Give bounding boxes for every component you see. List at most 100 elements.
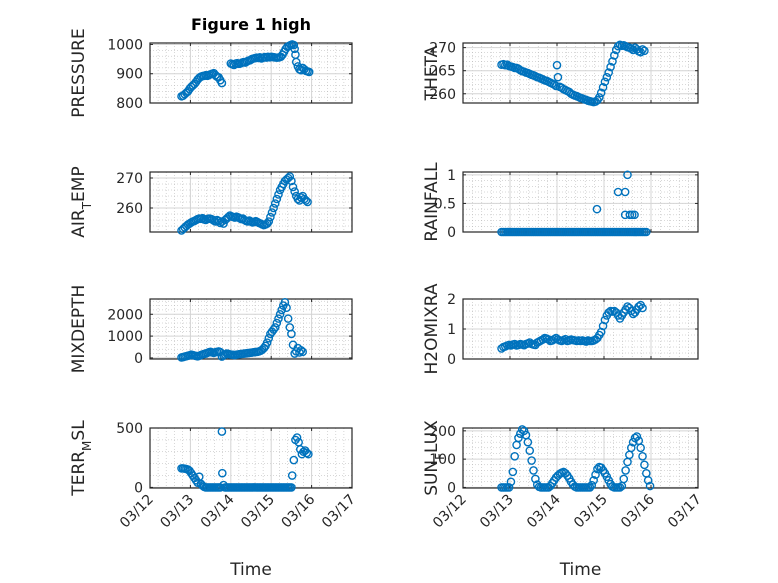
data-point [217, 78, 227, 88]
data-point [523, 437, 533, 447]
data-point [280, 297, 290, 307]
data-point [596, 88, 606, 98]
y-axis-label-main: RAINFALL [422, 162, 442, 242]
panel-air_temp: 260 270 AIRTEMP [69, 166, 353, 238]
x-axis-label: Time [559, 560, 602, 580]
y-tick-label: 1 [447, 168, 456, 184]
data-point [217, 427, 227, 436]
data-point [529, 466, 538, 475]
y-tick-label: 500 [116, 421, 143, 437]
data-point [602, 72, 612, 82]
y-axis-label-subscript: F [433, 453, 447, 460]
data-point [514, 433, 523, 443]
data-point [552, 60, 562, 70]
panel-h2omixra: 0 1 2 H2OMIXRA [422, 283, 699, 375]
data-point [645, 481, 655, 491]
y-axis-label: AIRTEMP [69, 166, 94, 237]
data-point [587, 480, 597, 490]
data-point [626, 44, 636, 53]
data-point [269, 325, 278, 334]
data-point [289, 455, 299, 465]
data-point [220, 350, 230, 359]
data-point [610, 51, 619, 60]
y-axis-label-tail: LUX [422, 420, 442, 453]
data-point [295, 348, 304, 357]
data-point [591, 470, 600, 479]
data-point [630, 210, 639, 220]
y-axis-label: TERRMSL [69, 420, 94, 497]
data-point [519, 426, 529, 436]
y-axis-label: RAINFALL [422, 162, 442, 242]
y-axis-label-main: AIR [69, 209, 89, 238]
data-point [598, 83, 608, 92]
axes-box [149, 42, 353, 104]
data-point [290, 44, 299, 54]
data-point [262, 338, 272, 347]
y-tick-label: 260 [116, 201, 143, 217]
data-point [304, 449, 313, 459]
panel-mixdepth: 0 1000 2000 MIXDEPTH [69, 285, 353, 374]
data-point [262, 219, 272, 228]
data-point [264, 217, 274, 226]
data-point [272, 194, 282, 204]
data-point [643, 476, 653, 485]
data-point [636, 443, 645, 453]
data-point [632, 432, 642, 441]
data-point [298, 347, 308, 357]
data-point [553, 72, 563, 82]
y-axis-label: SUNFLUX [422, 420, 447, 496]
y-tick-label: 100 [429, 452, 456, 468]
y-axis-label-subscript: M [80, 441, 94, 451]
y-tick-label: 265 [429, 64, 456, 80]
data-point [288, 182, 298, 192]
data-point [592, 204, 602, 214]
data-point [510, 452, 520, 461]
y-axis-label-tail: SL [69, 420, 89, 441]
axes-box [462, 42, 699, 104]
data-point [600, 315, 610, 325]
data-point [287, 329, 296, 339]
data-point [224, 212, 233, 222]
data-point [218, 468, 227, 478]
data-point [287, 483, 296, 492]
y-tick-label: 1 [447, 322, 456, 338]
y-tick-label: 900 [116, 67, 143, 83]
y-tick-label: 270 [116, 171, 143, 187]
y-tick-label: 260 [429, 87, 456, 103]
data-point [304, 67, 314, 77]
panel-rainfall: 0 0.5 1 RAINFALL [422, 162, 699, 242]
data-point [508, 467, 518, 477]
data-point [274, 314, 283, 323]
data-point [527, 456, 536, 465]
y-axis-label: MIXDEPTH [69, 285, 89, 374]
y-axis-label: H2OMIXRA [422, 283, 442, 374]
data-point [270, 199, 280, 208]
axes-box [149, 171, 353, 233]
y-axis-label-main: MIXDEPTH [69, 285, 89, 374]
data-point [303, 197, 312, 207]
data-point [596, 327, 606, 337]
data-point [640, 460, 649, 470]
y-axis-label-main: PRESSURE [69, 28, 89, 117]
data-point [255, 53, 265, 62]
y-axis-label: PRESSURE [69, 28, 89, 117]
y-axis-label-main: THETA [422, 45, 442, 101]
data-point [525, 446, 535, 455]
data-point [604, 68, 614, 77]
data-point [211, 217, 220, 226]
y-tick-label: 0.5 [434, 196, 456, 212]
data-point [598, 321, 608, 331]
data-point [269, 203, 278, 213]
data-point [290, 187, 299, 196]
data-point [620, 187, 630, 197]
data-point [606, 62, 615, 72]
data-point [291, 57, 301, 67]
data-point [638, 303, 647, 313]
panel-pressure: 800 900 1000 PRESSURE [69, 28, 353, 118]
y-tick-label: 270 [429, 41, 456, 57]
data-point [626, 443, 636, 453]
y-tick-label: 0 [447, 225, 456, 241]
y-axis-label-main: TERR [69, 451, 89, 497]
